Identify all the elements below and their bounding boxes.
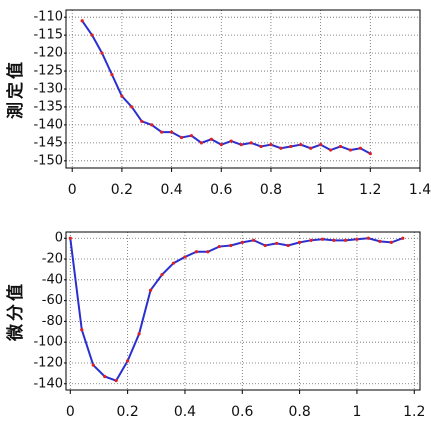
y-tick-label: -120 (33, 46, 63, 61)
y-tick-label: -100 (33, 335, 63, 350)
data-point (289, 144, 293, 149)
data-point (189, 134, 194, 138)
data-point (217, 244, 221, 249)
x-tick-label: 0 (66, 404, 75, 420)
data-point (140, 119, 144, 123)
data-point (206, 250, 210, 254)
data-point (249, 141, 253, 145)
data-point (355, 237, 359, 241)
data-point (389, 240, 393, 244)
x-tick-label: 0.8 (260, 182, 282, 198)
y-tick-label: -130 (33, 82, 63, 97)
data-point (183, 255, 187, 259)
data-point (150, 123, 154, 127)
data-point (169, 130, 174, 134)
data-point (229, 243, 233, 248)
data-point (240, 240, 244, 244)
data-point (299, 143, 303, 147)
data-point (68, 236, 72, 240)
y-tick-label: -110 (33, 10, 63, 25)
data-line (81, 20, 371, 155)
data-point (209, 137, 213, 141)
data-point (309, 146, 313, 150)
y-tick-label: 0 (55, 231, 63, 246)
y-tick-label: -140 (33, 117, 63, 132)
data-point (219, 143, 223, 147)
data-point (269, 143, 273, 147)
data-point (199, 141, 203, 145)
data-point (332, 238, 336, 242)
x-tick-label: 0.8 (288, 404, 310, 420)
data-line (69, 237, 404, 382)
data-point (275, 241, 279, 246)
data-point (319, 143, 323, 147)
y-tick-label: -120 (33, 355, 63, 370)
x-tick-label: 0.6 (210, 182, 232, 198)
data-point (366, 236, 371, 240)
x-tick-label: 0 (68, 182, 77, 198)
x-tick-label: 1.4 (409, 182, 431, 198)
data-point (328, 148, 333, 152)
data-point (320, 237, 325, 241)
data-point (91, 363, 95, 367)
data-point (160, 130, 164, 134)
data-point (137, 332, 141, 336)
y-axis-label: 微分值 (5, 281, 26, 342)
data-point (286, 243, 290, 248)
data-point (348, 148, 353, 152)
y-tick-label: -145 (33, 135, 63, 150)
y-tick-label: -135 (33, 99, 63, 114)
y-tick-label: -20 (42, 252, 63, 267)
data-point (130, 105, 134, 109)
y-tick-label: -140 (33, 376, 63, 391)
data-point (358, 146, 362, 150)
y-tick-label: -150 (33, 153, 63, 168)
data-point (179, 135, 184, 140)
data-point (110, 73, 114, 77)
x-tick-label: 0.2 (116, 404, 138, 420)
data-point (80, 19, 84, 23)
data-point (103, 374, 107, 379)
data-point (171, 261, 176, 265)
data-point (100, 51, 104, 55)
data-point (90, 33, 94, 37)
data-point (298, 240, 302, 244)
x-tick-label: 0.4 (174, 404, 196, 420)
y-tick-label: -60 (42, 293, 63, 308)
data-point (279, 146, 283, 150)
plot-frame (65, 9, 421, 169)
data-point (239, 143, 243, 147)
data-point (263, 243, 267, 248)
y-axis-label: 測定值 (5, 59, 26, 119)
data-point (126, 359, 130, 363)
data-point (343, 238, 348, 242)
data-point (80, 328, 84, 332)
x-tick-label: 1 (316, 182, 325, 198)
x-tick-label: 0.6 (231, 404, 253, 420)
y-tick-label: -125 (33, 64, 63, 79)
x-tick-label: 0.4 (160, 182, 182, 198)
data-point (368, 152, 372, 156)
data-point (252, 238, 256, 242)
y-tick-label: -115 (33, 28, 63, 43)
data-point (114, 379, 118, 383)
data-point (194, 250, 199, 254)
data-point (120, 94, 124, 98)
x-tick-label: 1 (352, 404, 361, 420)
data-point (259, 144, 263, 149)
plot-frame (65, 231, 421, 391)
data-point (338, 144, 343, 149)
y-tick-label: -80 (42, 314, 63, 329)
x-tick-label: 0.2 (111, 182, 133, 198)
data-point (148, 288, 153, 292)
data-point (309, 238, 313, 242)
x-tick-label: 1.2 (359, 182, 381, 198)
data-point (401, 236, 405, 240)
x-tick-label: 1.2 (403, 404, 425, 420)
data-point (229, 139, 233, 143)
data-point (160, 273, 164, 277)
y-tick-label: -40 (42, 272, 63, 287)
data-point (378, 239, 382, 243)
